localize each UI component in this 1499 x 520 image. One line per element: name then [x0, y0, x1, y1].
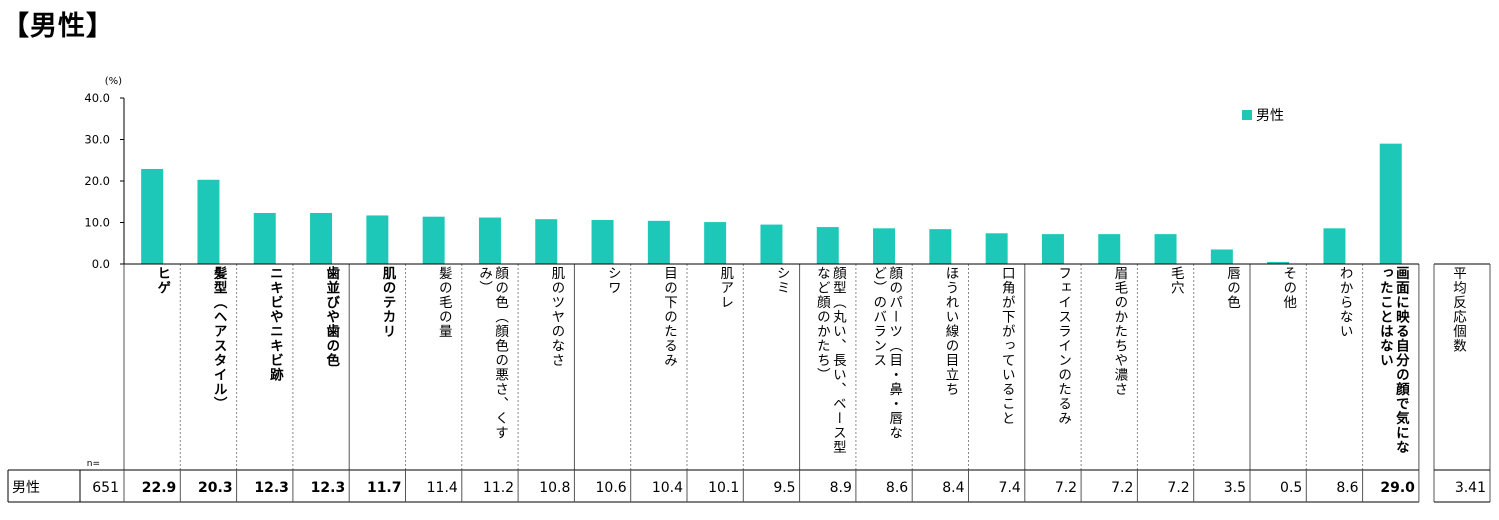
bar [760, 224, 783, 264]
row-label: 男性 [12, 480, 40, 496]
bar [1210, 249, 1233, 264]
category-label: 口角が下がっていること [998, 266, 1015, 426]
category-label: 顔型（丸い、長い、ベース型など顔のかたち） [813, 266, 846, 455]
legend-label: 男性 [1256, 108, 1284, 124]
category-label: 眉毛のかたちや濃さ [1111, 266, 1128, 397]
category-label: フェイスラインのたるみ [1055, 266, 1072, 426]
bar [985, 233, 1008, 264]
category-label: 肌のツヤのなさ [548, 266, 565, 368]
bar [141, 168, 164, 264]
category-label: 肌のテカリ [379, 266, 396, 339]
bar [197, 179, 220, 264]
value-label: 22.9 [142, 480, 177, 496]
category-label: シワ [604, 266, 621, 295]
value-label: 7.2 [1111, 480, 1133, 496]
value-label: 12.3 [254, 480, 289, 496]
legend-swatch [1242, 110, 1252, 120]
category-label: その他 [1280, 266, 1297, 310]
value-label: 11.2 [483, 480, 514, 496]
y-unit-label: (%) [105, 76, 122, 87]
category-label: ニキビやニキビ跡 [266, 266, 283, 382]
value-label: 7.4 [999, 480, 1021, 496]
category-label: ほうれい線の目立ち [942, 266, 959, 397]
value-label: 10.1 [708, 480, 739, 496]
category-label: 唇の色 [1224, 266, 1240, 310]
value-label: 10.4 [652, 480, 683, 496]
value-label: 8.6 [1336, 480, 1358, 496]
category-label: 髪型（ヘアスタイル） [210, 266, 227, 411]
value-label: 11.7 [367, 480, 402, 496]
bar [1323, 228, 1346, 264]
n-value: 651 [92, 480, 119, 496]
value-label: 20.3 [198, 480, 233, 496]
category-label: 画面に映る自分の顔で気になったことはない [1376, 266, 1409, 455]
y-tick-label: 20.0 [84, 174, 110, 188]
bar [310, 212, 333, 264]
bar [647, 220, 670, 264]
value-label: 8.9 [830, 480, 852, 496]
category-label: ヒゲ [154, 266, 171, 295]
value-label: 12.3 [311, 480, 346, 496]
bar [253, 212, 276, 264]
value-label: 10.6 [596, 480, 627, 496]
bar [704, 222, 727, 264]
avg-column-label: 平均反応個数 [1450, 266, 1466, 353]
category-label: 歯並びや歯の色 [323, 266, 340, 368]
category-label: 顔の色（顔色の悪さ、くすみ） [476, 266, 509, 440]
y-tick-label: 40.0 [84, 91, 110, 105]
category-label: 毛穴 [1167, 266, 1184, 295]
value-label: 0.5 [1280, 480, 1302, 496]
value-label: 3.5 [1224, 480, 1246, 496]
bar [1267, 261, 1290, 264]
value-label: 7.2 [1167, 480, 1189, 496]
value-label: 11.4 [427, 480, 458, 496]
category-label: 顔のパーツ（目・鼻・唇など）のバランス [870, 266, 903, 440]
bar [478, 217, 501, 264]
y-tick-label: 10.0 [84, 216, 110, 230]
bar [1098, 234, 1121, 264]
n-label: n= [87, 459, 100, 469]
category-label: 目の下のたるみ [661, 266, 677, 368]
bar [422, 216, 445, 264]
bar [535, 219, 558, 264]
category-label: わからない [1336, 266, 1353, 339]
y-tick-label: 0.0 [92, 257, 110, 271]
bar [1154, 234, 1177, 264]
y-tick-label: 30.0 [84, 133, 110, 147]
bar [929, 229, 952, 264]
value-label: 29.0 [1380, 480, 1415, 496]
bar [873, 228, 896, 264]
bar [816, 227, 839, 264]
category-label: 髪の毛の量 [435, 266, 452, 339]
value-label: 10.8 [539, 480, 570, 496]
category-label: 肌アレ [717, 266, 734, 310]
page-title: 【男性】 [2, 11, 114, 42]
bar [1379, 143, 1402, 264]
value-label: 9.5 [773, 480, 795, 496]
bar [366, 215, 389, 264]
value-label: 7.2 [1055, 480, 1077, 496]
avg-value: 3.41 [1455, 480, 1486, 496]
bar [591, 220, 614, 264]
bar [1041, 234, 1064, 264]
category-label: シミ [773, 266, 790, 295]
value-label: 8.4 [942, 480, 964, 496]
value-label: 8.6 [886, 480, 908, 496]
